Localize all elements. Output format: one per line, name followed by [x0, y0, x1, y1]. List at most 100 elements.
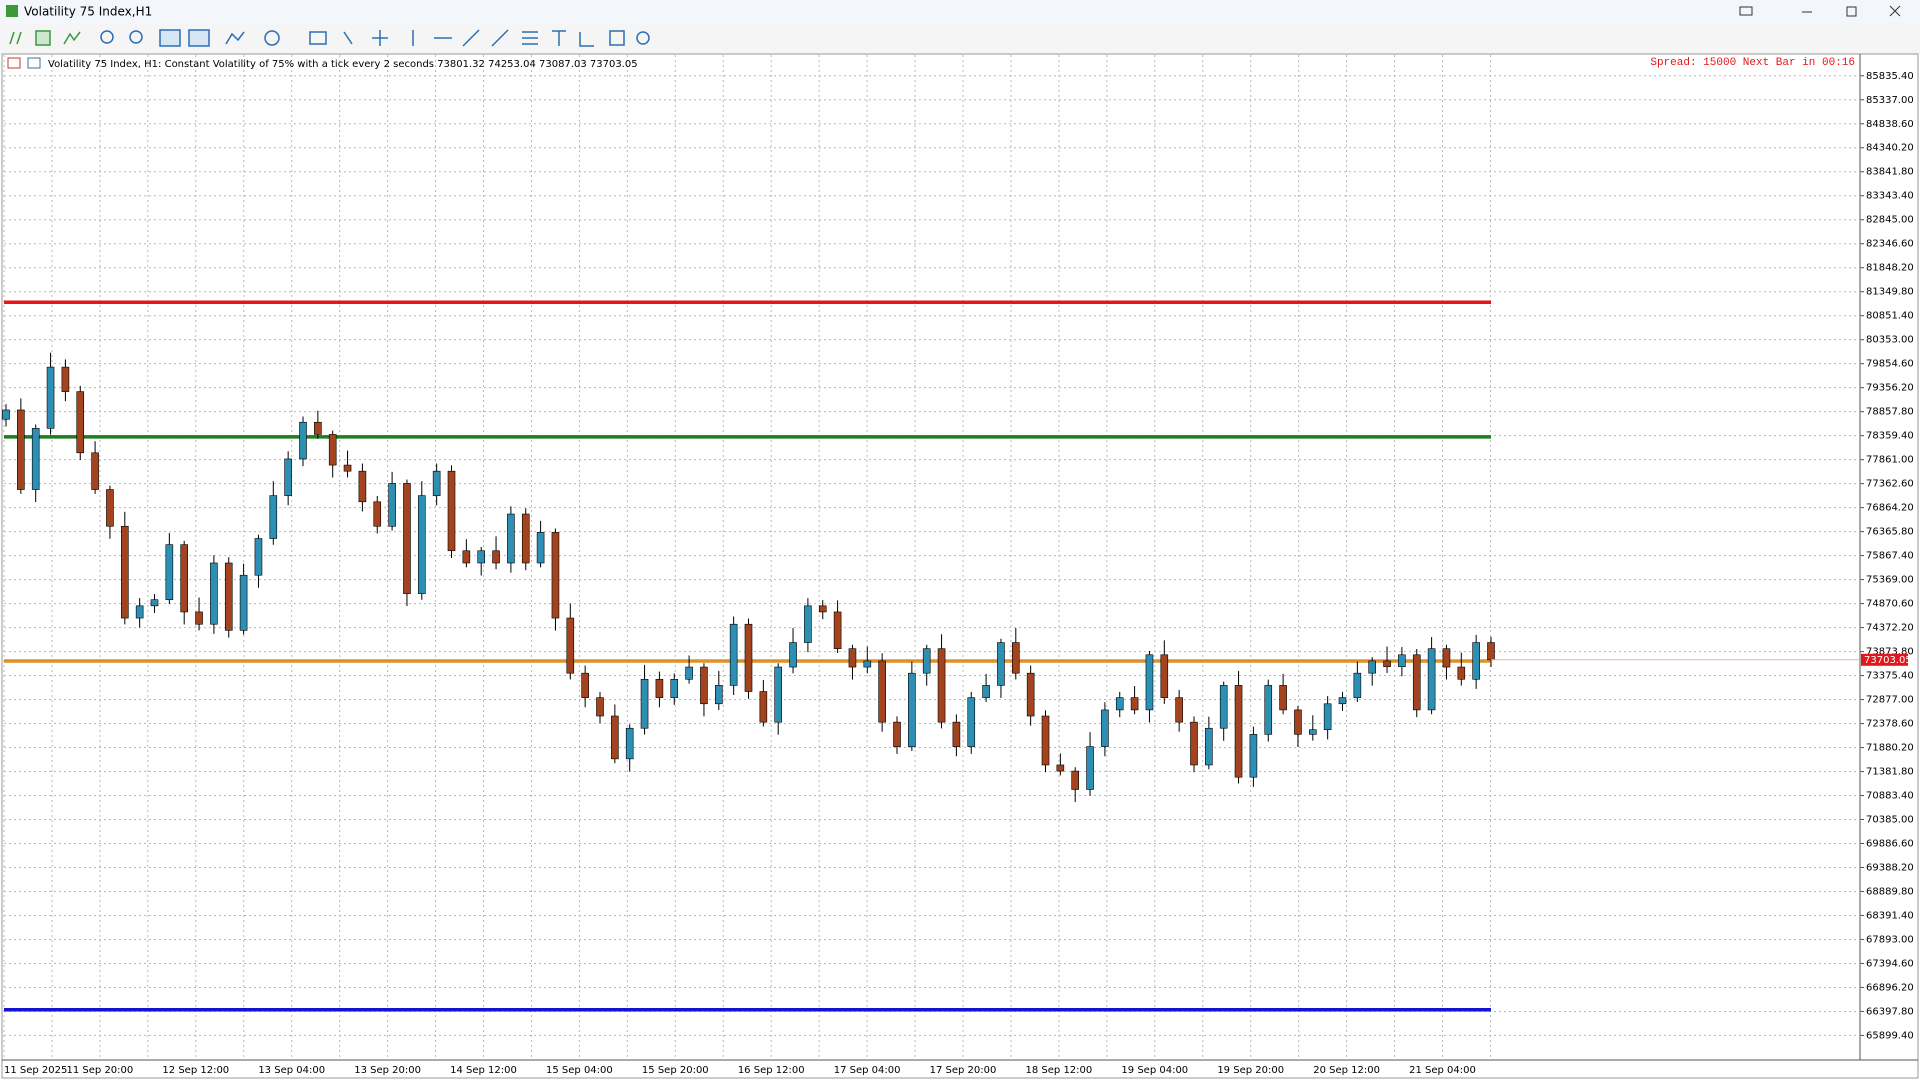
- y-tick-label: 77861.00: [1866, 455, 1914, 466]
- maximize[interactable]: [1846, 6, 1857, 17]
- y-tick-label: 71381.80: [1866, 767, 1914, 778]
- y-tick-label: 67893.00: [1866, 934, 1914, 945]
- toolbar-button[interactable]: [491, 29, 509, 47]
- candle-body: [1130, 697, 1139, 711]
- y-tick-label: 78359.40: [1866, 431, 1914, 442]
- last-price-label: 73703.05: [1864, 655, 1912, 666]
- toolbar-button[interactable]: [63, 31, 81, 45]
- candle-body: [774, 666, 783, 723]
- candle-body: [358, 470, 367, 503]
- y-tick-label: 69388.20: [1866, 862, 1914, 873]
- close[interactable]: [1889, 5, 1901, 17]
- candle-body: [789, 642, 797, 668]
- candle-body: [2, 409, 10, 420]
- toolbar-button[interactable]: [552, 30, 566, 46]
- candle-body: [1338, 697, 1347, 705]
- candle-body: [284, 458, 292, 496]
- candle-body: [670, 678, 679, 698]
- candle-body: [492, 550, 500, 564]
- candle-body: [224, 562, 233, 631]
- restore-icon[interactable]: [1739, 6, 1753, 16]
- grid: 85835.40 85337.00 84838.60 84340.20 83841.80…: [3, 55, 1914, 1076]
- candle-body: [91, 452, 99, 490]
- candle-body: [239, 574, 248, 631]
- candle-body: [1427, 648, 1436, 711]
- toolbar: [0, 23, 1920, 54]
- candle-body: [982, 685, 990, 698]
- y-tick-label: 82346.60: [1866, 239, 1914, 250]
- x-tick-label: 14 Sep 12:00: [450, 1065, 517, 1076]
- toolbar-button[interactable]: [343, 31, 353, 45]
- toolbar-button[interactable]: [159, 29, 181, 47]
- y-tick-label: 76864.20: [1866, 503, 1914, 514]
- candle-body: [1264, 685, 1273, 735]
- candle-body: [878, 660, 886, 723]
- candle-body: [863, 660, 872, 668]
- y-tick-label: 68391.40: [1866, 910, 1914, 921]
- candle-body: [714, 685, 723, 705]
- toolbar-button[interactable]: [100, 30, 114, 44]
- candle-body: [1160, 654, 1169, 698]
- candle-body: [908, 672, 916, 747]
- candle-body: [210, 562, 218, 625]
- toolbar-button[interactable]: [462, 29, 480, 47]
- candle-body: [121, 525, 129, 619]
- y-tick-label: 68889.80: [1866, 886, 1914, 897]
- toolbar-button[interactable]: [636, 31, 650, 45]
- candle-body: [818, 605, 827, 613]
- y-tick-label: 85835.40: [1866, 71, 1914, 82]
- candle-body: [1353, 672, 1362, 698]
- window-controls[interactable]: [1739, 5, 1901, 17]
- spread-text: Spread: 15000 Next Bar in 00:16: [1650, 57, 1855, 69]
- candle-body: [581, 672, 589, 698]
- candle-body: [611, 715, 619, 760]
- candle-body: [1279, 685, 1287, 711]
- chart-icon: [7, 57, 21, 69]
- chart-info: Volatility 75 Index, H1: Constant Volati…: [48, 59, 638, 70]
- toolbar-button[interactable]: [225, 31, 245, 45]
- candle-body: [462, 550, 471, 564]
- toolbar-button[interactable]: [372, 30, 388, 46]
- candle-body: [1383, 660, 1391, 667]
- y-tick-label: 74372.20: [1866, 623, 1914, 634]
- y-tick-label: 66397.80: [1866, 1006, 1914, 1017]
- y-tick-label: 75867.40: [1866, 551, 1914, 562]
- candle-body: [447, 470, 456, 552]
- title-bar: [0, 0, 1920, 23]
- candle-body: [477, 550, 486, 564]
- candle-body: [1487, 642, 1495, 661]
- candle-body: [1175, 697, 1183, 723]
- candle-body: [700, 666, 708, 705]
- candle-body: [1071, 770, 1079, 790]
- toolbar-button[interactable]: [264, 30, 280, 46]
- candle-body: [254, 538, 263, 576]
- toolbar-button[interactable]: [609, 30, 625, 46]
- candle-body: [1442, 648, 1451, 668]
- toolbar-button[interactable]: [9, 31, 22, 45]
- y-tick-label: 70385.00: [1866, 815, 1914, 826]
- y-tick-label: 74870.60: [1866, 599, 1914, 610]
- y-tick-label: 67394.60: [1866, 958, 1914, 969]
- toolbar-button[interactable]: [309, 31, 327, 45]
- y-tick-label: 77362.60: [1866, 479, 1914, 490]
- candle-body: [31, 428, 40, 490]
- x-tick-label: 13 Sep 04:00: [258, 1065, 325, 1076]
- candle-body: [1398, 654, 1406, 667]
- candle-body: [804, 605, 812, 643]
- candle-body: [759, 691, 768, 723]
- candle-body: [833, 611, 842, 649]
- y-tick-label: 75369.00: [1866, 575, 1914, 586]
- window-title: Volatility 75 Index,H1: [24, 5, 152, 19]
- toolbar-button[interactable]: [579, 32, 594, 47]
- y-tick-label: 80353.00: [1866, 335, 1914, 346]
- toolbar-button[interactable]: [129, 30, 143, 44]
- y-tick-label: 69886.60: [1866, 838, 1914, 849]
- x-tick-label: 11 Sep 2025: [4, 1065, 67, 1076]
- y-tick-label: 73873.80: [1866, 647, 1914, 658]
- x-tick-label: 16 Sep 12:00: [738, 1065, 805, 1076]
- x-tick-label: 18 Sep 12:00: [1026, 1065, 1093, 1076]
- toolbar-button[interactable]: [188, 29, 210, 47]
- toolbar-button[interactable]: [35, 30, 51, 46]
- toolbar-button[interactable]: [522, 31, 538, 45]
